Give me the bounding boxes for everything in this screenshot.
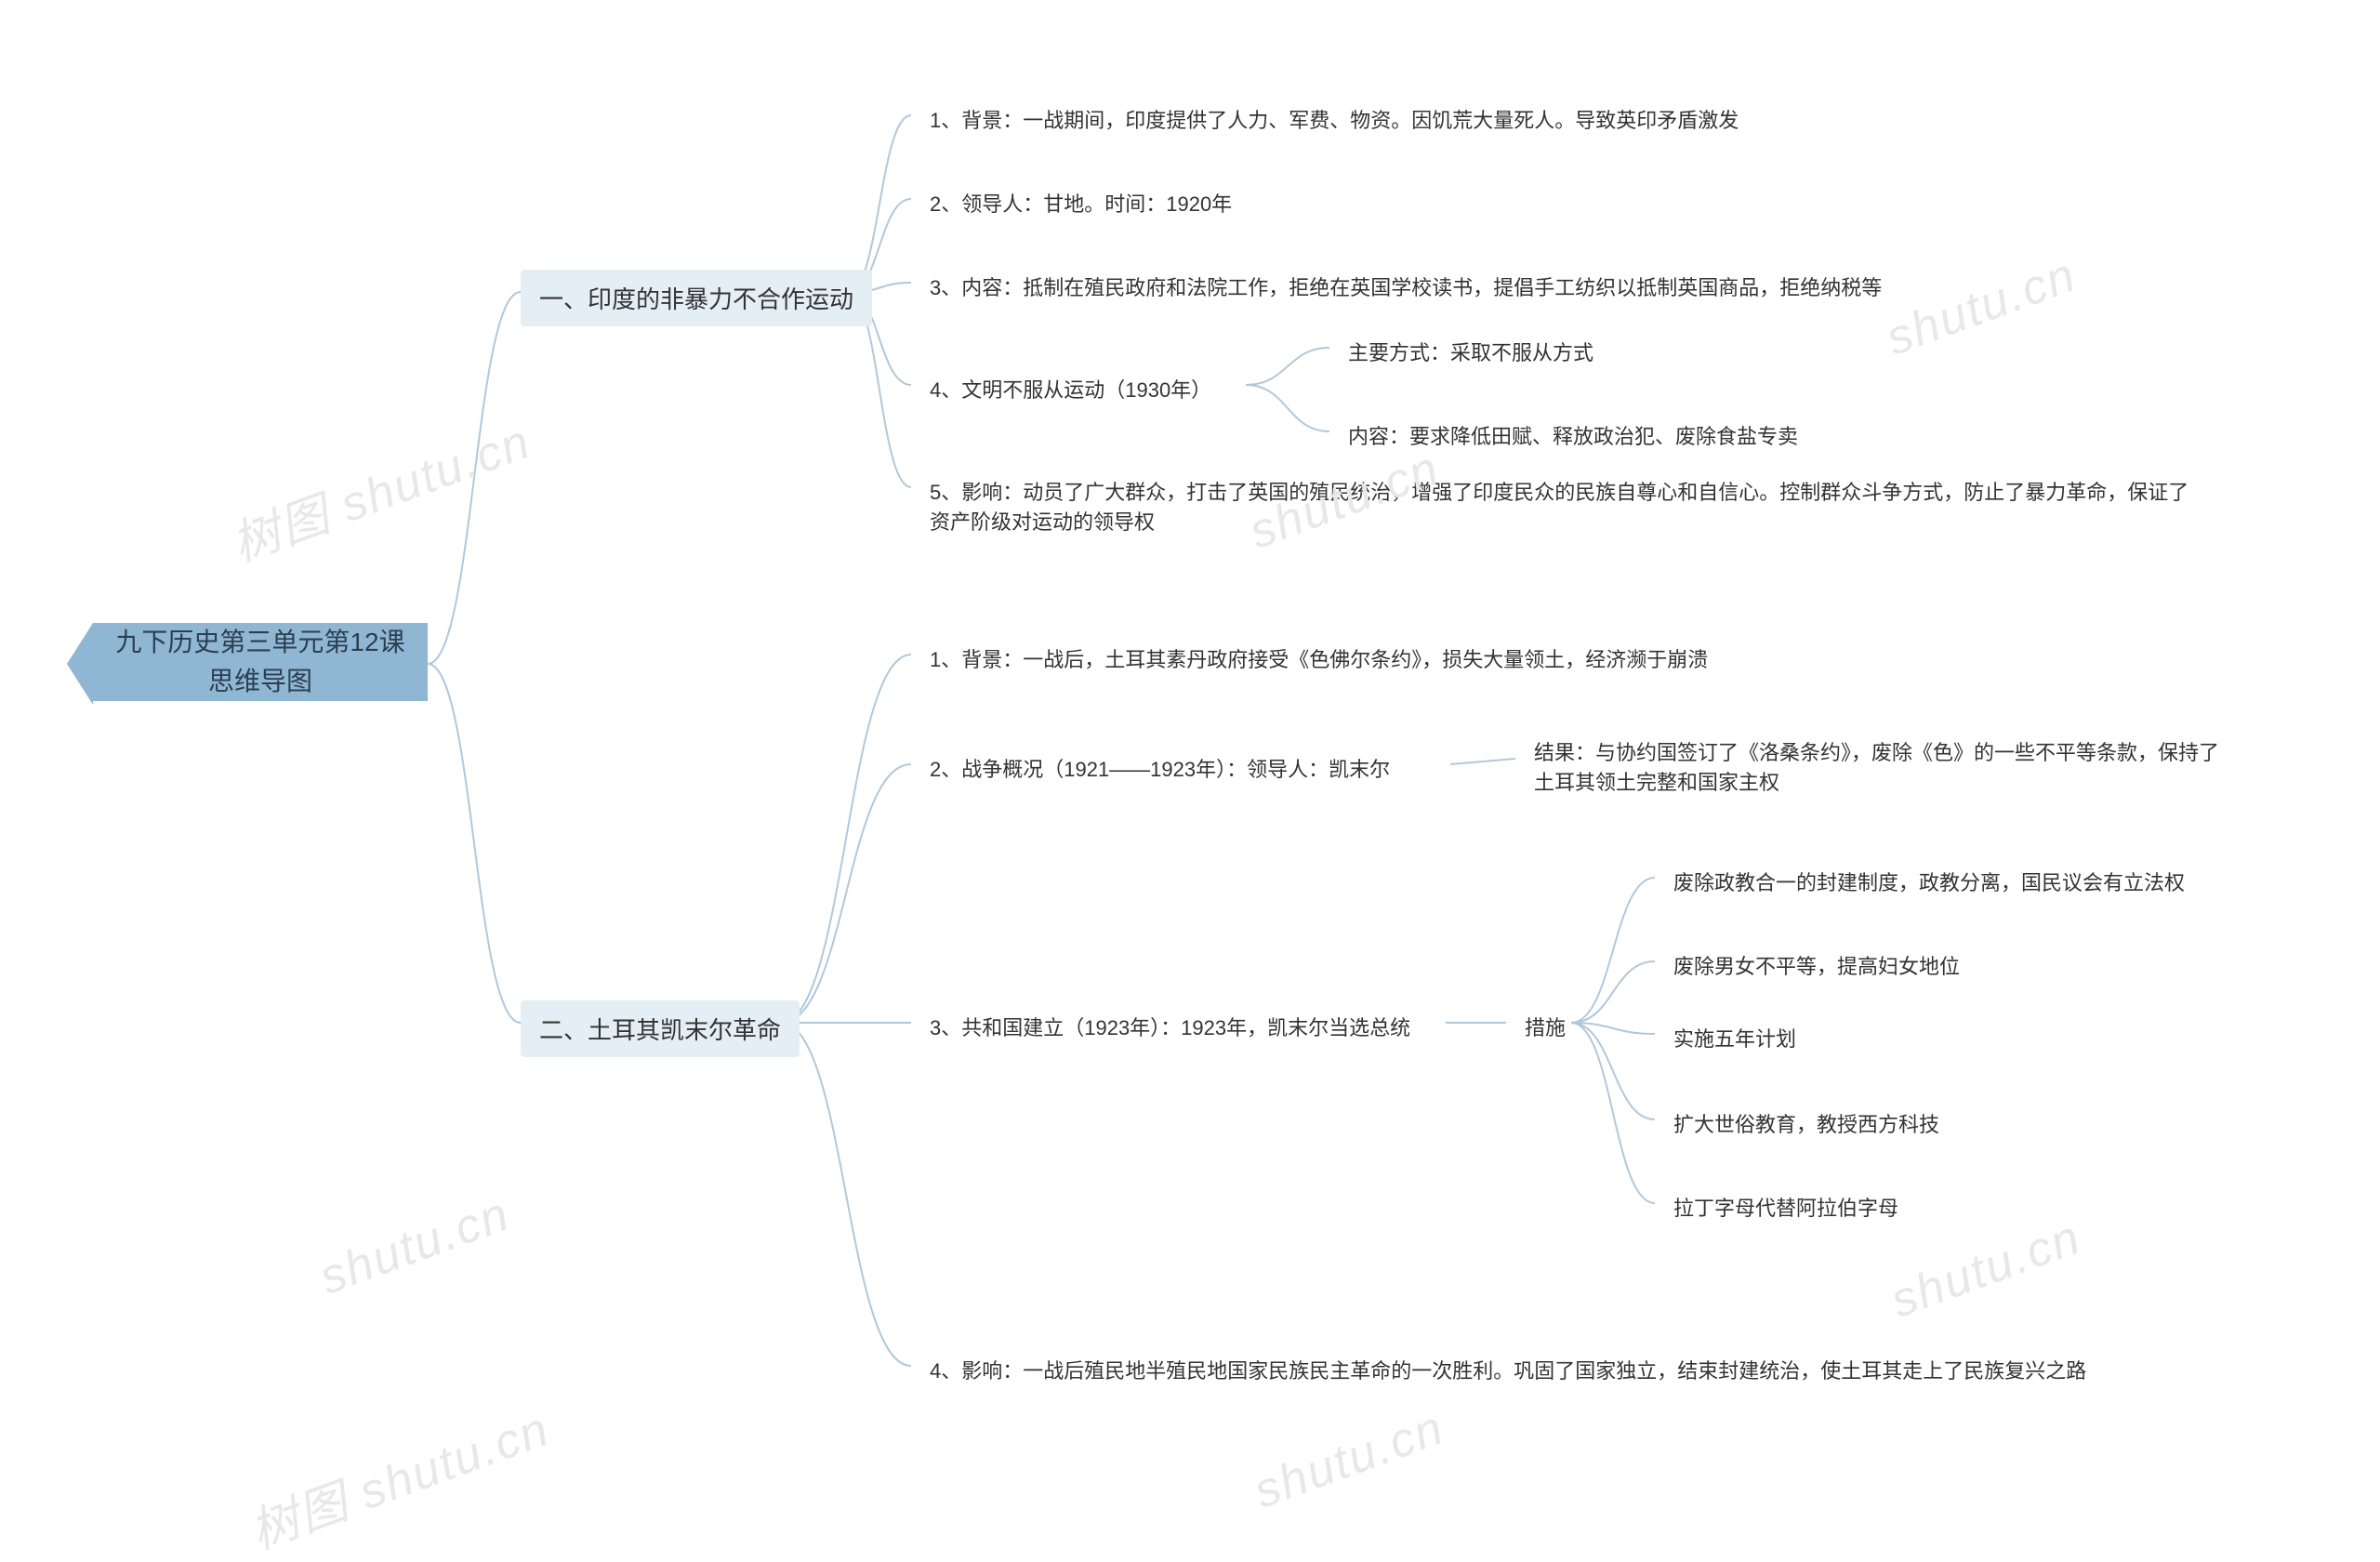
watermark: shutu.cn — [312, 1185, 517, 1305]
watermark: 树图 shutu.cn — [239, 1390, 557, 1562]
watermark: shutu.cn — [1879, 246, 2083, 366]
s2-measures-label: 措施 — [1506, 1000, 1584, 1052]
s1-leader: 2、领导人：甘地。时间：1920年 — [911, 177, 1250, 229]
section-2: 二、土耳其凯末尔革命 — [521, 1000, 800, 1057]
s2-measure-5: 拉丁字母代替阿拉伯字母 — [1655, 1181, 1917, 1233]
section-1: 一、印度的非暴力不合作运动 — [521, 270, 872, 326]
s2-war-result: 结果：与协约国签订了《洛桑条约》，废除《色》的一些不平等条款，保持了土耳其领土完… — [1515, 725, 2241, 807]
root-line-1: 九下历史第三单元第12课 — [115, 628, 404, 656]
s2-republic: 3、共和国建立（1923年）：1923年，凯末尔当选总统 — [911, 1000, 1429, 1052]
s1-background: 1、背景：一战期间，印度提供了人力、军费、物资。因饥荒大量死人。导致英印矛盾激发 — [911, 93, 1757, 145]
s2-background: 1、背景：一战后，土耳其素丹政府接受《色佛尔条约》，损失大量领土，经济濒于崩溃 — [911, 632, 1726, 684]
s1-civil-disobedience: 4、文明不服从运动（1930年） — [911, 363, 1230, 415]
root-node: 九下历史第三单元第12课 思维导图 — [93, 623, 428, 701]
s2-impact: 4、影响：一战后殖民地半殖民地国家民族民主革命的一次胜利。巩固了国家独立，结束封… — [911, 1344, 2213, 1396]
s2-war: 2、战争概况（1921——1923年）：领导人：凯末尔 — [911, 742, 1408, 794]
s2-measure-3: 实施五年计划 — [1655, 1012, 1815, 1064]
s2-measure-4: 扩大世俗教育，教授西方科技 — [1655, 1097, 1958, 1149]
s1-4-content: 内容：要求降低田赋、释放政治犯、废除食盐专卖 — [1329, 409, 1817, 461]
s1-4-method: 主要方式：采取不服从方式 — [1329, 325, 1612, 377]
s1-impact: 5、影响：动员了广大群众，打击了英国的殖民统治，增强了印度民众的民族自尊心和自信… — [911, 465, 2213, 547]
watermark: 树图 shutu.cn — [220, 403, 538, 576]
watermark: shutu.cn — [1247, 1399, 1451, 1519]
s2-measure-1: 废除政教合一的封建制度，政教分离，国民议会有立法权 — [1655, 855, 2203, 907]
root-line-2: 思维导图 — [208, 667, 312, 695]
s2-measure-2: 废除男女不平等，提高妇女地位 — [1655, 939, 1978, 991]
s1-content: 3、内容：抵制在殖民政府和法院工作，拒绝在英国学校读书，提倡手工纺织以抵制英国商… — [911, 260, 1900, 312]
